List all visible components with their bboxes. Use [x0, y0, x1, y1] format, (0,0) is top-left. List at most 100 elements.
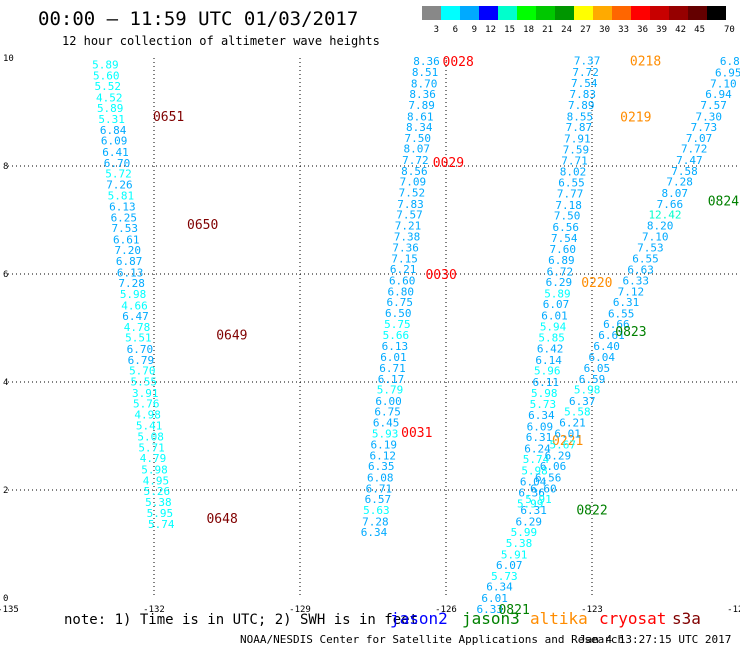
swh-point: 7.18 [555, 199, 582, 212]
colorbar-label: 9 [472, 25, 477, 35]
x-tick-label: -132 [143, 605, 165, 615]
swh-observations: 5.895.605.524.525.895.316.846.096.416.70… [92, 55, 740, 618]
chart-subtitle: 12 hour collection of altimeter wave hei… [62, 34, 380, 48]
swh-point: 3.91 [132, 387, 159, 400]
colorbar-swatch [441, 6, 460, 20]
swh-point: 5.79 [377, 384, 404, 397]
swh-point: 6.80 [387, 285, 414, 298]
swh-point: 5.41 [136, 420, 163, 433]
swh-point: 6.60 [389, 274, 416, 287]
colorbar-label: 21 [542, 25, 553, 35]
pass-time-label: 0824 [708, 195, 739, 210]
swh-point: 7.66 [657, 198, 684, 211]
swh-point: 7.71 [561, 155, 588, 168]
chart-title: 00:00 – 11:59 UTC 01/03/2017 [38, 8, 358, 30]
swh-point: 7.58 [671, 165, 698, 178]
swh-point: 4.78 [124, 321, 151, 334]
swh-point: 7.37 [574, 55, 601, 68]
swh-point: 6.33 [477, 603, 504, 616]
swh-point: 7.73 [691, 121, 718, 134]
swh-point: 7.83 [570, 88, 597, 101]
colorbar-swatch [669, 6, 688, 20]
swh-point: 6.29 [545, 449, 572, 462]
swh-point: 5.89 [544, 287, 571, 300]
colorbar-swatch [422, 6, 441, 20]
colorbar-swatch [707, 6, 726, 20]
swh-point: 5.76 [133, 398, 160, 411]
swh-point: 6.04 [588, 351, 615, 364]
swh-point: 6.13 [117, 266, 144, 279]
colorbar-label: 30 [599, 25, 610, 35]
credit-text: NOAA/NESDIS Center for Satellite Applica… [240, 633, 624, 646]
swh-point: 7.28 [666, 176, 693, 189]
swh-point: 6.13 [109, 201, 136, 214]
swh-point: 6.71 [379, 362, 406, 375]
track-s3a: 5.895.605.524.525.895.316.846.096.416.70… [92, 58, 247, 531]
satellite-legend: jason2 jason3 altika cryosat s3a [390, 609, 701, 628]
swh-point: 4.52 [96, 91, 123, 104]
legend-jason2: jason2 [390, 609, 448, 628]
x-tick-label: -123 [581, 605, 603, 615]
timestamp-text: Jan 4 13:27:15 UTC 2017 [579, 633, 731, 646]
swh-point: 5.38 [145, 496, 172, 509]
swh-point: 7.12 [618, 285, 645, 298]
swh-point: 6.01 [554, 427, 581, 440]
swh-point: 5.94 [540, 320, 567, 333]
swh-point: 6.13 [382, 340, 409, 353]
swh-point: 6.08 [367, 472, 394, 485]
swh-point: 7.72 [402, 154, 429, 167]
swh-point: 6.24 [524, 442, 551, 455]
swh-point: 7.54 [551, 232, 578, 245]
swh-point: 7.10 [710, 77, 737, 90]
colorbar-swatch [498, 6, 517, 20]
swh-point: 6.56 [552, 221, 579, 234]
swh-point: 7.60 [550, 243, 577, 256]
swh-point: 5.91 [501, 548, 528, 561]
swh-point: 7.72 [681, 143, 708, 156]
colorbar-label: 70 (ft) [724, 25, 740, 35]
pass-time-label: 0218 [630, 55, 661, 70]
swh-point: 6.06 [540, 460, 567, 473]
swh-point: 8.02 [560, 165, 587, 178]
pass-time-label: 0221 [552, 434, 583, 449]
swh-point: 7.10 [642, 231, 669, 244]
y-tick-label: 10 [3, 54, 14, 64]
colorbar-label: 12 [485, 25, 496, 35]
swh-point: 7.54 [571, 77, 598, 90]
swh-point: 6.21 [559, 417, 586, 430]
colorbar-swatch [593, 6, 612, 20]
y-tick-label: 8 [3, 162, 8, 172]
swh-point: 5.99 [511, 526, 538, 539]
swh-point: 6.42 [537, 343, 564, 356]
swh-point: 7.28 [362, 515, 389, 528]
pass-time-label: 0650 [187, 218, 218, 233]
swh-point: 5.67 [550, 439, 577, 452]
legend-s3a: s3a [672, 609, 701, 628]
axis-tick-labels: -135 -132 -129 -126 -123 -120 0 2 4 6 8 10 [0, 54, 740, 615]
swh-point: 6.25 [111, 211, 138, 224]
swh-point: 7.89 [408, 99, 435, 112]
swh-point: 6.34 [361, 526, 388, 539]
swh-point: 6.04 [520, 475, 547, 488]
colorbar-label: 24 [561, 25, 572, 35]
legend-altika: altika [530, 609, 588, 628]
swh-point: 8.36 [409, 88, 436, 101]
x-tick-label: -126 [435, 605, 457, 615]
colorbar-swatch [574, 6, 593, 20]
swh-point: 6.56 [535, 472, 562, 485]
track-altika: 7.377.727.547.837.898.557.877.917.597.71… [517, 55, 661, 511]
swh-point: 5.81 [108, 190, 135, 203]
colorbar-swatch [536, 6, 555, 20]
swh-point: 5.98 [141, 463, 168, 476]
swh-point: 8.07 [661, 187, 688, 200]
swh-point: 5.89 [92, 58, 119, 71]
colorbar-swatch [631, 6, 650, 20]
swh-point: 8.55 [567, 110, 594, 123]
swh-point: 7.20 [114, 244, 141, 257]
swh-point: 7.07 [686, 132, 713, 145]
swh-point: 7.30 [696, 110, 723, 123]
y-tick-label: 4 [3, 378, 8, 388]
swh-point: 8.51 [412, 66, 439, 79]
